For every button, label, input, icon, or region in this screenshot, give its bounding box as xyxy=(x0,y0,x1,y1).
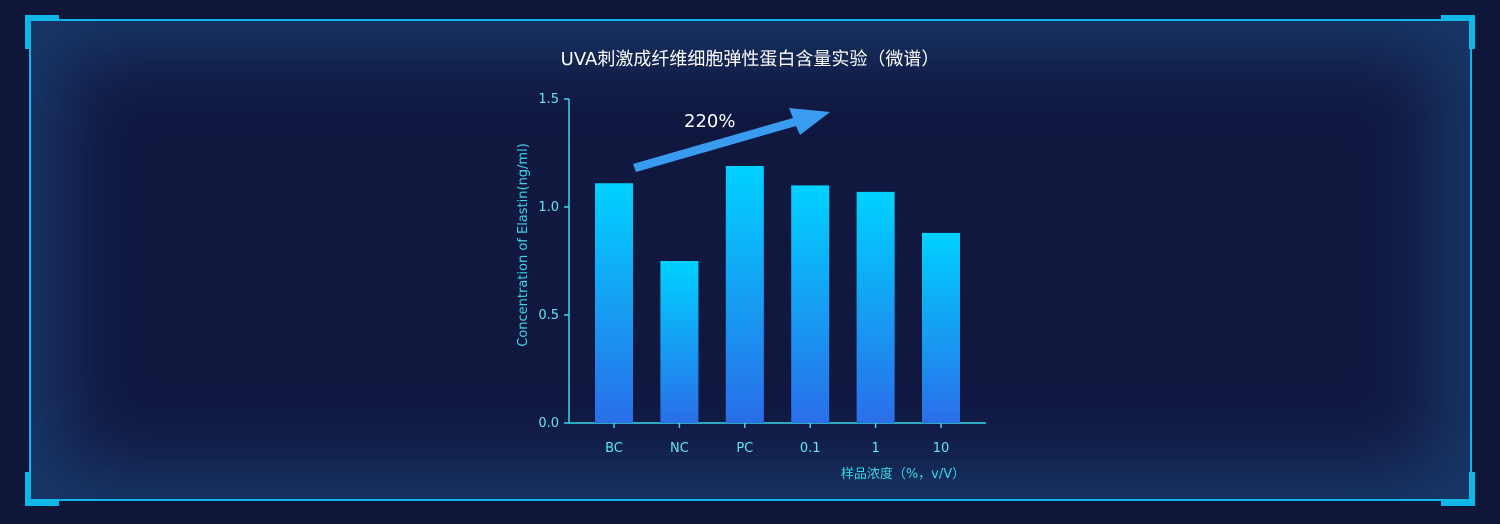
y-tick-label: 1.0 xyxy=(538,200,559,215)
x-tick-label: NC xyxy=(670,441,689,456)
x-tick-label: 10 xyxy=(933,441,950,456)
y-axis-label: Concentration of Elastin(ng/ml) xyxy=(516,143,531,347)
x-axis-label: 样品浓度（%，v/V） xyxy=(841,466,965,482)
increase-annotation: 220% xyxy=(684,111,735,132)
frame-corner-bottom-right xyxy=(1441,472,1475,506)
y-tick-label: 0.5 xyxy=(538,308,559,323)
frame-corner-bottom-left xyxy=(25,472,59,506)
y-tick-label: 0.0 xyxy=(538,416,559,431)
trend-arrow xyxy=(633,108,830,172)
bar-1 xyxy=(856,191,895,423)
frame-corner-top-left xyxy=(25,15,59,49)
x-tick-label: PC xyxy=(736,441,753,456)
bar-BC xyxy=(595,183,633,423)
y-tick-label: 1.5 xyxy=(538,92,559,107)
x-tick-label: 0.1 xyxy=(800,441,821,456)
bar-10 xyxy=(922,232,960,423)
x-tick-label: 1 xyxy=(871,441,879,456)
x-tick-label: BC xyxy=(605,441,623,456)
frame-corner-top-right xyxy=(1441,15,1475,49)
bar-PC xyxy=(725,165,764,423)
chart-title: UVA刺激成纤维细胞弹性蛋白含量实验（微谱） xyxy=(560,49,940,70)
bar-0.1 xyxy=(791,185,830,423)
bar-NC xyxy=(660,261,699,423)
